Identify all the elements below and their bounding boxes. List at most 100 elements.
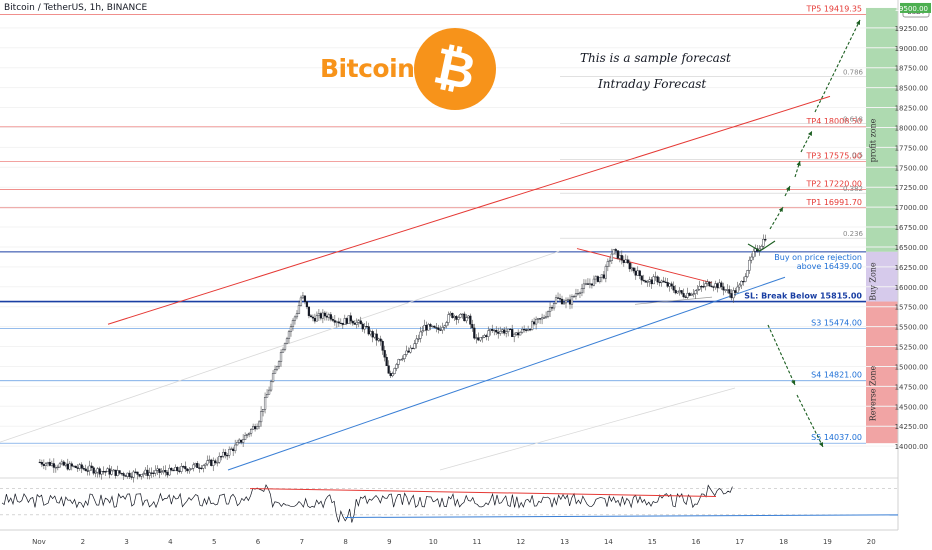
level-label: TP5 19419.35 <box>805 4 862 13</box>
candle-body <box>216 462 219 464</box>
candle-body <box>182 466 185 468</box>
candle-body <box>68 463 71 470</box>
channel-mid-lower <box>439 387 736 471</box>
candle-body <box>150 472 153 474</box>
candle-body <box>417 338 420 340</box>
candle-body <box>196 463 199 468</box>
candle-body <box>252 426 255 430</box>
candle-body <box>421 330 424 333</box>
candle-body <box>120 472 123 475</box>
profit-zone <box>866 7 898 252</box>
candle-body <box>744 276 747 282</box>
candle-body <box>620 255 623 261</box>
x-tick-label: 5 <box>212 538 216 546</box>
candle-body <box>248 433 251 435</box>
x-tick-label: 12 <box>516 538 525 546</box>
candle-body <box>491 329 494 331</box>
candle-body <box>636 270 639 276</box>
candle-body <box>728 289 731 294</box>
candle-body <box>614 249 617 251</box>
candle-body <box>550 307 554 309</box>
candle-body <box>566 299 570 301</box>
y-tick-label: 16750.00 <box>895 224 928 232</box>
candle-body <box>236 442 239 446</box>
candle-body <box>696 289 699 292</box>
candle-body <box>156 468 159 471</box>
x-tick-label: 19 <box>823 538 832 546</box>
candle-body <box>188 469 191 472</box>
candle-body <box>531 321 534 330</box>
triangle-upper <box>576 248 713 284</box>
candle-body <box>267 389 271 395</box>
candle-body <box>562 302 566 305</box>
y-tick-label: 16000.00 <box>895 284 928 292</box>
candle-body <box>527 329 530 331</box>
candle-body <box>232 448 235 452</box>
candle-body <box>590 283 594 286</box>
fib-label: 0.618 <box>843 115 863 123</box>
candle-body <box>449 312 452 315</box>
candle-body <box>134 471 137 473</box>
y-tick-label: 19250.00 <box>895 25 928 33</box>
candle-body <box>158 468 161 473</box>
candle-body <box>341 322 344 325</box>
y-tick-label: 19000.00 <box>895 45 928 53</box>
candle-body <box>443 325 446 328</box>
candle-body <box>206 460 209 465</box>
candle-body <box>415 338 418 344</box>
triangle-lower <box>634 296 713 305</box>
candle-body <box>365 326 368 328</box>
candle-body <box>275 366 279 370</box>
candle-body <box>130 476 133 478</box>
candle-body <box>56 466 59 469</box>
y-tick-label: 14000.00 <box>895 443 928 451</box>
candle-body <box>369 331 372 335</box>
candle-body <box>355 322 358 325</box>
level-label: TP2 17220.00 <box>805 180 862 189</box>
candle-body <box>214 460 217 464</box>
x-tick-label: 2 <box>81 538 85 546</box>
candle-body <box>616 250 619 259</box>
candle-body <box>604 266 607 279</box>
x-tick-label: 17 <box>735 538 744 546</box>
candle-body <box>598 277 601 282</box>
candle-body <box>746 270 749 277</box>
candle-body <box>307 306 311 316</box>
candle-body <box>523 329 526 331</box>
candle-body <box>710 285 713 287</box>
rsi-support <box>344 514 899 518</box>
candle-body <box>542 317 546 319</box>
bitcoin-logo-icon: ₿ <box>414 28 496 110</box>
price-axis[interactable]: 14000.00 14250.00 14500.00 14750.00 15000.00… <box>895 0 932 530</box>
candle-body <box>118 470 121 474</box>
candle-body <box>379 338 382 342</box>
candle-body <box>124 475 127 477</box>
candle-body <box>730 293 733 299</box>
candle-body <box>716 283 719 289</box>
candle-body <box>596 276 599 282</box>
candle-body <box>176 467 179 472</box>
candle-body <box>411 347 414 350</box>
candle-body <box>335 321 338 323</box>
forecast-note: This is a sample forecast <box>580 51 731 65</box>
candle-body <box>254 426 257 430</box>
candle-body <box>172 469 175 472</box>
candle-body <box>572 296 576 298</box>
time-axis[interactable]: Nov 2 3 4 5 6 7 8 9 10 11 12 13 14 15 16 17 18 19 20 <box>0 529 898 546</box>
candle-body <box>630 267 633 270</box>
candle-body <box>204 463 207 466</box>
x-tick-label: 8 <box>343 538 347 546</box>
arrowhead <box>819 442 823 447</box>
fib-label: 0.786 <box>843 68 864 76</box>
candle-body <box>327 314 330 318</box>
candle-body <box>76 467 79 469</box>
candle-body <box>509 328 512 331</box>
candle-body <box>323 312 326 317</box>
candle-body <box>670 283 673 287</box>
candles-layer <box>38 234 767 483</box>
candle-body <box>301 295 305 299</box>
candle-body <box>584 283 588 285</box>
candle-body <box>331 319 334 321</box>
candle-body <box>548 307 552 312</box>
